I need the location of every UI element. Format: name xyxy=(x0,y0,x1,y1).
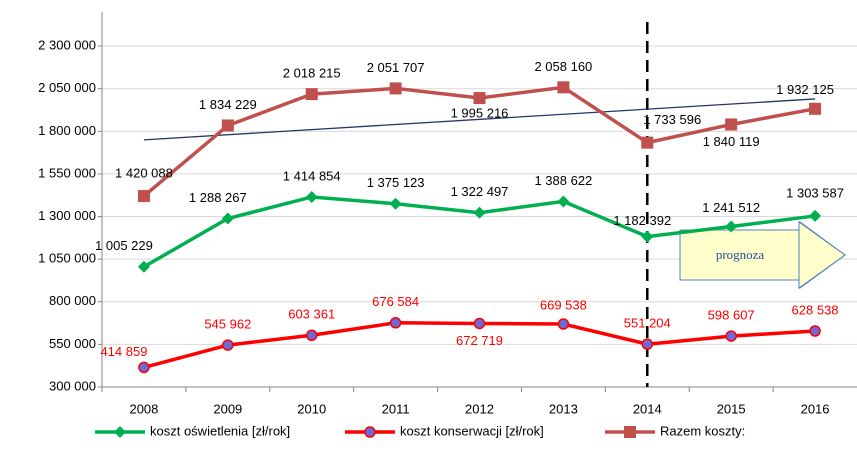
legend-label: Razem koszty: xyxy=(660,423,745,438)
data-label: 598 607 xyxy=(708,308,755,323)
data-label: 1 182 392 xyxy=(613,213,671,228)
data-label: 676 584 xyxy=(372,294,419,309)
x-tick-label: 2013 xyxy=(549,401,578,416)
point xyxy=(809,102,822,115)
y-tick-label: 550 000 xyxy=(49,336,96,351)
data-label: 2 018 215 xyxy=(283,66,341,81)
data-label: 1 288 267 xyxy=(189,190,247,205)
point xyxy=(725,330,737,342)
point xyxy=(557,195,570,208)
x-tick-label: 2010 xyxy=(297,401,326,416)
point xyxy=(473,92,486,105)
point xyxy=(305,88,318,101)
y-tick-label: 2 050 000 xyxy=(38,80,96,95)
y-tick-label: 1 050 000 xyxy=(38,251,96,266)
forecast-arrow-head xyxy=(798,221,846,289)
x-tick-label: 2012 xyxy=(465,401,494,416)
point xyxy=(114,426,126,438)
data-label: 628 538 xyxy=(792,302,839,317)
point xyxy=(641,230,654,243)
point xyxy=(557,81,570,94)
data-label: 2 051 707 xyxy=(367,60,425,75)
point xyxy=(389,197,402,210)
data-label: 1 834 229 xyxy=(199,97,257,112)
data-label: 1 932 125 xyxy=(776,82,834,97)
data-label: 545 962 xyxy=(204,317,251,332)
point xyxy=(137,260,150,273)
data-label: 669 538 xyxy=(540,297,587,312)
annotation: prognoza xyxy=(716,247,765,262)
point xyxy=(222,339,234,351)
y-tick-label: 2 300 000 xyxy=(38,38,96,53)
data-label: 2 058 160 xyxy=(534,59,592,74)
data-label: 414 859 xyxy=(100,344,147,359)
y-tick-label: 800 000 xyxy=(49,293,96,308)
point xyxy=(641,136,654,149)
legend-label: koszt oświetlenia [zł/rok] xyxy=(150,423,290,438)
point xyxy=(305,329,318,342)
y-tick-label: 1 550 000 xyxy=(38,165,96,180)
point xyxy=(473,206,486,219)
point xyxy=(473,317,486,330)
point xyxy=(137,190,150,203)
y-tick-label: 1 300 000 xyxy=(38,208,96,223)
point xyxy=(389,317,402,329)
y-tick-label: 1 800 000 xyxy=(38,123,96,138)
data-label: 603 361 xyxy=(288,307,335,322)
x-tick-label: 2008 xyxy=(129,401,158,416)
point xyxy=(364,426,376,438)
point xyxy=(138,361,150,374)
data-label: 672 719 xyxy=(456,333,503,348)
point xyxy=(641,338,654,350)
point xyxy=(389,82,402,95)
trend-line xyxy=(143,98,816,141)
data-label: 1 420 088 xyxy=(115,166,173,181)
point xyxy=(809,325,821,337)
point xyxy=(221,212,234,225)
data-label: 1 388 622 xyxy=(534,173,592,188)
point xyxy=(809,209,822,222)
data-label: 1 995 216 xyxy=(451,105,509,120)
data-label: 1 375 123 xyxy=(367,175,425,190)
point xyxy=(557,318,570,330)
data-label: 1 303 587 xyxy=(786,185,844,200)
x-tick-label: 2014 xyxy=(633,401,662,416)
data-label: 1 241 512 xyxy=(702,200,760,215)
x-tick-label: 2015 xyxy=(717,401,746,416)
point xyxy=(725,118,738,131)
point xyxy=(725,220,738,233)
data-label: 1 414 854 xyxy=(283,168,341,183)
forecast-box xyxy=(679,229,801,281)
data-label: 1 322 497 xyxy=(451,184,509,199)
x-tick-label: 2009 xyxy=(213,401,242,416)
y-tick-label: 300 000 xyxy=(49,378,96,393)
point xyxy=(221,119,234,132)
x-tick-label: 2016 xyxy=(801,401,830,416)
data-label: 1 005 229 xyxy=(95,238,153,253)
data-label: 551 204 xyxy=(624,316,671,331)
legend-label: koszt konserwacji [zł/rok] xyxy=(400,423,544,438)
data-label: 1 840 119 xyxy=(703,134,760,149)
x-tick-label: 2011 xyxy=(382,401,410,416)
point xyxy=(305,190,318,203)
data-label: 1 733 596 xyxy=(643,112,701,127)
point xyxy=(624,426,636,438)
